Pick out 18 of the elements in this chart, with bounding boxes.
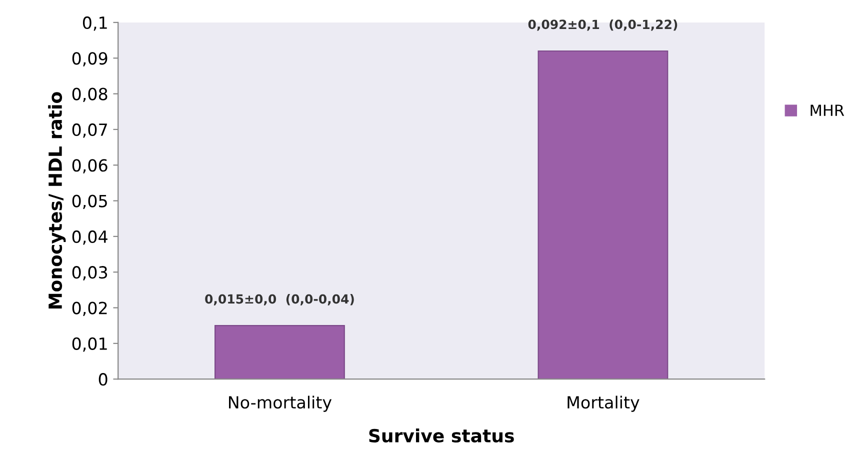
y-tick-label: 0,07 xyxy=(72,123,107,138)
y-tick-label: 0,05 xyxy=(72,194,107,210)
y-tick-label: 0,09 xyxy=(72,52,108,66)
y-tick-label: 0,01 xyxy=(72,337,107,352)
x-axis-title: Survive status xyxy=(369,428,514,443)
data-label: 0,015±0,0 (0,0-0,04) xyxy=(205,294,354,306)
y-tick-label: 0,02 xyxy=(72,302,107,316)
x-tick-label: No-mortality xyxy=(229,396,332,412)
y-tick-label: 0 xyxy=(98,373,108,386)
data-label: 0,092±0,1 (0,0-1,22) xyxy=(528,19,678,31)
y-tick-label: 0,03 xyxy=(72,266,108,280)
y-tick-label: 0,08 xyxy=(72,88,108,102)
y-axis-title: Monocytes/ HDL ratio xyxy=(48,92,66,309)
legend-label: MHR xyxy=(810,104,844,116)
y-tick-label: 0,04 xyxy=(72,230,108,245)
y-tick-label: 0,06 xyxy=(72,159,108,174)
y-tick-label: 0,1 xyxy=(82,16,107,31)
x-tick-label: Mortality xyxy=(568,396,640,412)
